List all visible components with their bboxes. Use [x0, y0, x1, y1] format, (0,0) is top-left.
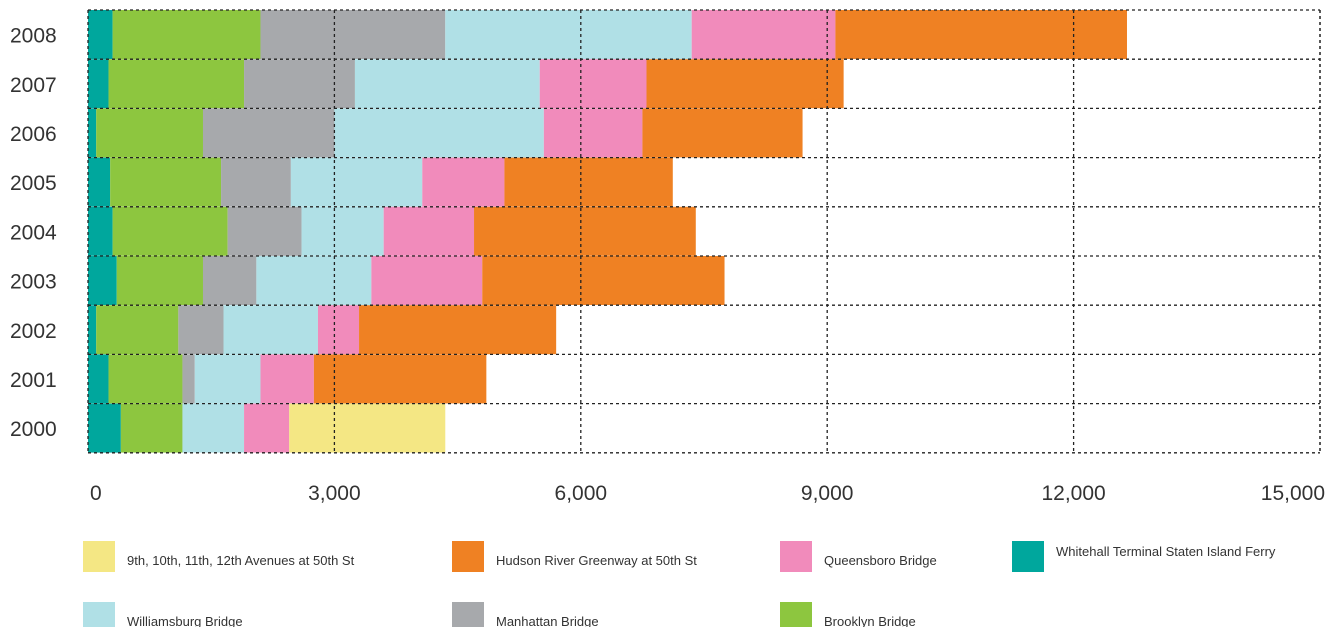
- legend: 9th, 10th, 11th, 12th Avenues at 50th St…: [83, 541, 1276, 627]
- legend-swatch: [452, 602, 484, 627]
- bar-2002-whitehall-terminal-staten-island-ferry: [88, 305, 97, 355]
- x-tick-label: 0: [90, 482, 102, 505]
- bar-2000-9th-10th-11th-12th-avenues-at-50th-st: [289, 403, 446, 453]
- bar-2002-brooklyn-bridge: [96, 305, 179, 355]
- legend-swatch: [83, 541, 115, 572]
- legend-swatch: [452, 541, 484, 572]
- legend-swatch: [1012, 541, 1044, 572]
- bar-2007-brooklyn-bridge: [108, 59, 245, 109]
- bar-2000-williamsburg-bridge: [182, 403, 245, 453]
- bar-2008-queensboro-bridge: [691, 10, 836, 59]
- bar-2008-whitehall-terminal-staten-island-ferry: [88, 10, 113, 59]
- bar-2004-whitehall-terminal-staten-island-ferry: [88, 206, 113, 256]
- y-axis-ticks: 2008 2007 2006 2005 2004 2003 2002 2001 2000: [10, 25, 57, 442]
- y-tick-label: 2002: [10, 320, 57, 343]
- bar-2001-williamsburg-bridge: [194, 354, 261, 404]
- y-tick-label: 2003: [10, 271, 57, 294]
- grid-layer: [87, 9, 1321, 454]
- bar-2006-whitehall-terminal-staten-island-ferry: [88, 108, 97, 158]
- bar-2005-brooklyn-bridge: [110, 157, 222, 207]
- bar-2007-manhattan-bridge: [244, 59, 355, 109]
- bar-2008-brooklyn-bridge: [112, 10, 261, 59]
- bar-2001-whitehall-terminal-staten-island-ferry: [88, 354, 109, 404]
- bar-2000-queensboro-bridge: [244, 403, 290, 453]
- bar-2004-queensboro-bridge: [383, 206, 475, 256]
- x-tick-label: 6,000: [555, 482, 608, 505]
- bar-2007-whitehall-terminal-staten-island-ferry: [88, 59, 109, 109]
- bar-2002-queensboro-bridge: [317, 305, 360, 355]
- legend-swatch: [83, 602, 115, 627]
- bar-2003-williamsburg-bridge: [256, 256, 372, 305]
- bar-2004-hudson-river-greenway-at-50th-st: [474, 206, 696, 256]
- legend-label: Manhattan Bridge: [496, 614, 599, 627]
- legend-label: Queensboro Bridge: [824, 553, 937, 568]
- bar-2006-brooklyn-bridge: [96, 108, 203, 158]
- legend-label: Williamsburg Bridge: [127, 614, 243, 627]
- bar-2005-williamsburg-bridge: [290, 157, 423, 207]
- bar-2005-manhattan-bridge: [221, 157, 291, 207]
- x-axis-ticks: 0 3,000 6,000 9,000 12,000 15,000: [90, 482, 1325, 505]
- bar-2008-hudson-river-greenway-at-50th-st: [835, 10, 1127, 59]
- bar-2001-manhattan-bridge: [182, 354, 195, 404]
- y-tick-label: 2006: [10, 123, 57, 146]
- bar-2004-brooklyn-bridge: [112, 206, 228, 256]
- x-tick-label: 3,000: [308, 482, 361, 505]
- x-tick-label: 9,000: [801, 482, 854, 505]
- bar-2005-queensboro-bridge: [422, 157, 505, 207]
- bar-2003-whitehall-terminal-staten-island-ferry: [88, 256, 117, 305]
- bar-2002-hudson-river-greenway-at-50th-st: [359, 305, 557, 355]
- y-tick-label: 2008: [10, 25, 57, 48]
- legend-label: Brooklyn Bridge: [824, 614, 916, 627]
- bar-2000-whitehall-terminal-staten-island-ferry: [88, 403, 121, 453]
- bar-2001-brooklyn-bridge: [108, 354, 183, 404]
- bar-2003-manhattan-bridge: [202, 256, 257, 305]
- bar-2006-williamsburg-bridge: [334, 108, 544, 158]
- bar-2008-williamsburg-bridge: [445, 10, 692, 59]
- bar-2004-manhattan-bridge: [227, 206, 302, 256]
- bar-2004-williamsburg-bridge: [301, 206, 384, 256]
- bar-2003-hudson-river-greenway-at-50th-st: [482, 256, 725, 305]
- y-tick-label: 2000: [10, 418, 57, 441]
- y-tick-label: 2001: [10, 369, 57, 392]
- bar-2001-queensboro-bridge: [260, 354, 314, 404]
- bar-2006-queensboro-bridge: [543, 108, 643, 158]
- bar-2006-hudson-river-greenway-at-50th-st: [642, 108, 803, 158]
- y-tick-label: 2005: [10, 172, 57, 195]
- bar-2005-hudson-river-greenway-at-50th-st: [504, 157, 673, 207]
- x-tick-label: 12,000: [1041, 482, 1105, 505]
- bars-layer: [88, 10, 1127, 453]
- bar-2000-brooklyn-bridge: [120, 403, 183, 453]
- bar-2002-williamsburg-bridge: [223, 305, 318, 355]
- legend-label: 9th, 10th, 11th, 12th Avenues at 50th St: [127, 553, 355, 568]
- bar-2001-hudson-river-greenway-at-50th-st: [313, 354, 487, 404]
- legend-label: Hudson River Greenway at 50th St: [496, 553, 697, 568]
- bar-2002-manhattan-bridge: [178, 305, 224, 355]
- legend-label: Whitehall Terminal Staten Island Ferry: [1056, 544, 1276, 559]
- y-tick-label: 2007: [10, 74, 57, 97]
- legend-swatch: [780, 541, 812, 572]
- bar-2007-queensboro-bridge: [539, 59, 647, 109]
- bar-2008-manhattan-bridge: [260, 10, 446, 59]
- bar-2007-williamsburg-bridge: [354, 59, 540, 109]
- x-tick-label: 15,000: [1261, 482, 1325, 505]
- bar-2003-brooklyn-bridge: [116, 256, 203, 305]
- bar-2003-queensboro-bridge: [371, 256, 483, 305]
- bar-2005-whitehall-terminal-staten-island-ferry: [88, 157, 111, 207]
- bar-2007-hudson-river-greenway-at-50th-st: [646, 59, 844, 109]
- legend-swatch: [780, 602, 812, 627]
- y-tick-label: 2004: [10, 221, 57, 244]
- bar-2006-manhattan-bridge: [202, 108, 335, 158]
